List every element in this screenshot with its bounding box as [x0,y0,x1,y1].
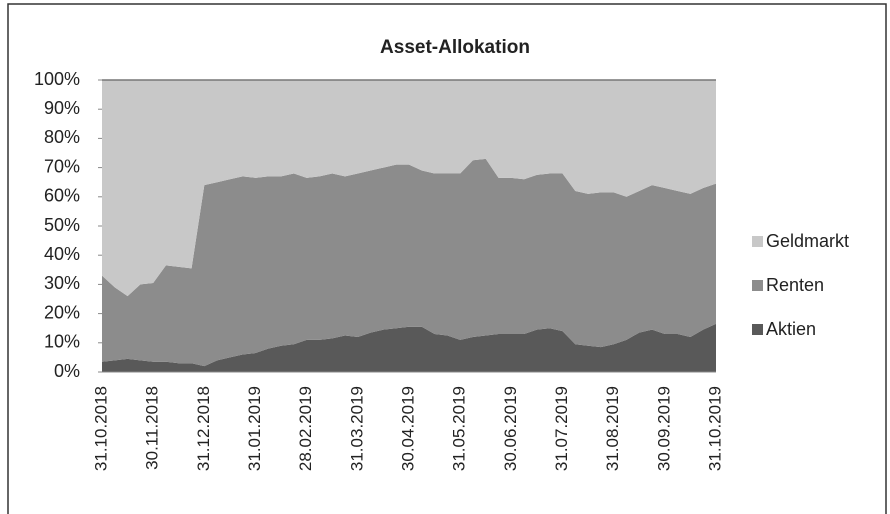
chart-title: Asset-Allokation [380,37,530,58]
x-tick-label: 31.10.2019 [705,386,724,471]
area [102,323,716,372]
area [102,80,716,297]
x-tick-label: 31.08.2019 [603,386,622,471]
y-tick-label: 10% [44,332,80,352]
y-tick-label: 40% [44,244,80,264]
legend-swatch [752,236,763,247]
legend-swatch [752,280,763,291]
legend-label: Aktien [766,319,816,339]
area [102,158,716,367]
x-tick-label: 31.12.2018 [194,386,213,471]
x-tick-label: 31.05.2019 [450,386,469,471]
y-tick-label: 50% [44,215,80,235]
x-tick-label: 30.11.2018 [143,386,162,470]
legend-swatch [752,324,763,335]
y-tick-label: 70% [44,156,80,176]
y-tick-label: 60% [44,186,80,206]
x-tick-label: 31.03.2019 [347,386,366,471]
y-tick-label: 0% [54,361,80,381]
legend-label: Renten [766,275,824,295]
y-tick-label: 90% [44,98,80,118]
x-tick-label: 31.07.2019 [552,386,571,471]
x-tick-label: 30.09.2019 [654,386,673,471]
y-tick-label: 20% [44,302,80,322]
y-tick-label: 80% [44,127,80,147]
x-tick-label: 30.06.2019 [501,386,520,471]
legend-label: Geldmarkt [766,231,849,251]
x-tick-label: 30.04.2019 [398,386,417,471]
x-tick-label: 31.10.2018 [91,386,110,471]
y-tick-label: 100% [34,69,80,89]
x-tick-label: 28.02.2019 [296,386,315,471]
x-tick-label: 31.01.2019 [245,386,264,471]
y-tick-label: 30% [44,273,80,293]
